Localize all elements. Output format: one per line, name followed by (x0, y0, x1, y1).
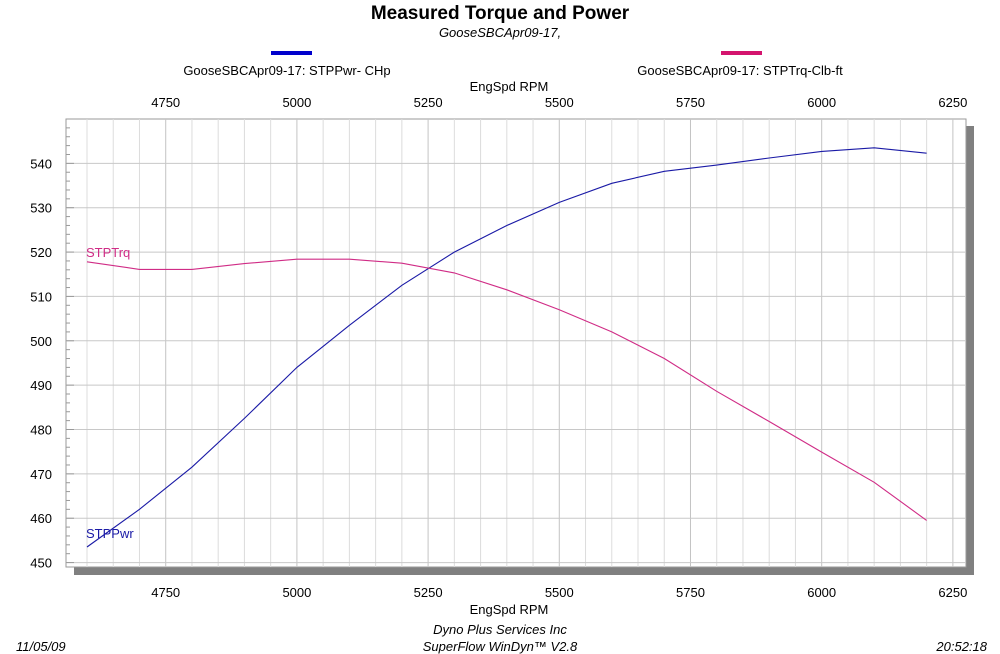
y-tick-label: 500 (30, 334, 52, 349)
grid-major (66, 119, 966, 567)
y-tick-label: 540 (30, 156, 52, 171)
y-tick-label: 450 (30, 556, 52, 571)
series-label-stppwr: STPPwr (86, 526, 134, 541)
x-tick-label-top: 5750 (676, 95, 705, 110)
x-tick-label-top: 5250 (414, 95, 443, 110)
plot-shadow-right (966, 126, 974, 575)
x-tick-label-bottom: 5250 (414, 585, 443, 600)
x-tick-label-bottom: 5500 (545, 585, 574, 600)
x-axis-label-bottom: EngSpd RPM (470, 602, 549, 617)
legend-label-torque: GooseSBCApr09-17: STPTrq-Clb-ft (637, 63, 843, 78)
grid-minor (86, 119, 928, 567)
footer-date: 11/05/09 (16, 639, 66, 654)
series-line-stptrq (86, 258, 927, 521)
series-lines: STPPwr STPTrq (86, 147, 927, 548)
x-tick-label-bottom: 5000 (282, 585, 311, 600)
y-tick-label: 530 (30, 201, 52, 216)
x-tick-label-bottom: 5750 (676, 585, 705, 600)
y-tick-label: 520 (30, 245, 52, 260)
footer-software: SuperFlow WinDyn™ V2.8 (423, 639, 578, 654)
chart-subtitle: GooseSBCApr09-17, (439, 25, 561, 40)
chart-title: Measured Torque and Power (371, 3, 630, 24)
x-tick-label-bottom: 6250 (938, 585, 967, 600)
x-tick-label-top: 5000 (282, 95, 311, 110)
footer-company: Dyno Plus Services Inc (433, 622, 567, 637)
x-axis-ticks-bottom: 4750 5000 5250 5500 5750 6000 6250 (151, 585, 967, 600)
x-tick-label-bottom: 6000 (807, 585, 836, 600)
y-axis-ticks: 450 460 470 480 490 500 510 520 530 540 (30, 118, 74, 571)
x-tick-label-top: 6000 (807, 95, 836, 110)
series-label-stptrq: STPTrq (86, 245, 130, 260)
plot-area (65, 118, 967, 568)
plot-shadow-bottom (74, 567, 974, 575)
x-tick-label-top: 4750 (151, 95, 180, 110)
x-axis-ticks-top: 4750 5000 5250 5500 5750 6000 6250 (151, 95, 967, 110)
y-tick-label: 460 (30, 511, 52, 526)
y-tick-label: 480 (30, 422, 52, 437)
x-axis-label-top: EngSpd RPM (470, 79, 549, 94)
footer-time: 20:52:18 (935, 639, 987, 654)
x-tick-label-top: 5500 (545, 95, 574, 110)
y-tick-label: 510 (30, 289, 52, 304)
x-tick-label-bottom: 4750 (151, 585, 180, 600)
y-tick-label: 470 (30, 467, 52, 482)
x-tick-label-top: 6250 (938, 95, 967, 110)
legend-label-power: GooseSBCApr09-17: STPPwr- CHp (183, 63, 390, 78)
y-tick-label: 490 (30, 378, 52, 393)
series-line-stppwr (86, 147, 927, 548)
legend: GooseSBCApr09-17: STPPwr- CHp GooseSBCAp… (183, 51, 843, 78)
